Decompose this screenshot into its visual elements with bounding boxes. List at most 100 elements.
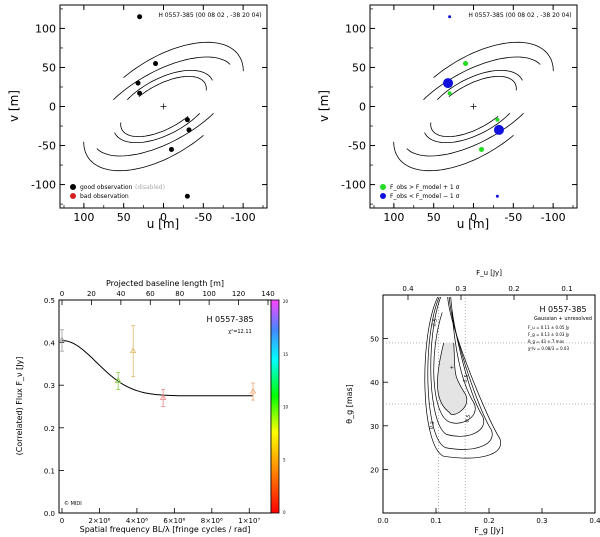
uv-point [153, 61, 159, 67]
chi2-best-fit-marker: + [450, 365, 454, 371]
chi2-legend-line-1: F_u = 0.11 ± 0.05 Jy [528, 325, 570, 330]
chi2-legend-line-4: χ²/ν = 0.08/3 = 0.03 [528, 346, 569, 351]
uv-track [114, 113, 200, 143]
uv-point [463, 61, 469, 67]
flux-model-curve [61, 340, 253, 397]
uv-point [135, 80, 141, 86]
flux-panel-title: H 0557-385 [206, 315, 253, 324]
uv-point [137, 14, 143, 20]
uv-track [120, 115, 189, 137]
flux-x-tick-label: 8×10⁶ [201, 517, 223, 525]
chi2-y-tick-label: 50 [370, 336, 379, 344]
legend-below-model-label: F_obs < F_model − 1 σ [390, 193, 460, 200]
uv-x-tick-label: 50 [427, 211, 441, 224]
chi2-contour-label: 0.3 [428, 421, 436, 430]
flux-panel-chi2: χ²=12.11 [228, 329, 251, 335]
uv-y-tick-label: 0 [49, 101, 56, 114]
flux-y-tick-label: 0.1 [44, 467, 55, 475]
flux-top-tick-label: 0 [60, 290, 64, 298]
flux-colorbar-label: 20 [283, 299, 289, 304]
uv-y-tick-label: 50 [352, 61, 366, 74]
flux-panel-top-axis-label: Projected baseline length [m] [106, 279, 224, 288]
uv-point [137, 90, 143, 96]
uv-track [437, 70, 523, 100]
uv-y-tick-label: -100 [31, 179, 56, 192]
flux-top-tick-label: 40 [116, 290, 125, 298]
chi2-panel-xlabel: F_g [Jy] [474, 526, 504, 535]
flux-data-point [129, 347, 137, 354]
uv-x-tick-label: -100 [231, 211, 256, 224]
uv-point [443, 78, 454, 89]
uv-track [430, 115, 499, 137]
uv-x-tick-label: 100 [73, 211, 94, 224]
uv-x-tick-label: 0 [470, 211, 477, 224]
uv-x-tick-label: -50 [504, 211, 522, 224]
chi2-panel-ylabel: θ_g [mas] [345, 384, 354, 424]
uv-panel-observed-ylabel: v [m] [7, 90, 21, 122]
uv-x-tick-label: -50 [194, 211, 212, 224]
uv-x-tick-label: 100 [383, 211, 404, 224]
uv-track [138, 76, 207, 98]
flux-top-tick-label: 100 [202, 290, 215, 298]
uv-panel-residuals-xlabel: u [m] [457, 217, 489, 231]
flux-y-tick-label: 0.4 [44, 340, 56, 348]
chi2-legend-line-2: F_g = 0.13 ± 0.03 Jy [528, 332, 570, 337]
chi2-x-tick-label: 0.4 [589, 517, 600, 525]
legend-good-label: good observation [80, 184, 133, 191]
uv-panel-residuals-ylabel: v [m] [317, 90, 331, 122]
flux-top-tick-label: 20 [87, 290, 96, 298]
legend-bad-marker [70, 193, 76, 199]
chi2-contour [433, 312, 476, 424]
chi2-contour-label: 2.5 [431, 318, 439, 327]
legend-good-note: (disabled) [135, 184, 165, 191]
flux-top-tick-label: 140 [261, 290, 274, 298]
flux-y-tick-label: 0.3 [44, 382, 55, 390]
flux-top-tick-label: 120 [232, 290, 245, 298]
uv-y-tick-label: -100 [341, 179, 366, 192]
chi2-top-tick-label: 0.3 [455, 285, 466, 293]
flux-x-tick-label: 0 [60, 517, 64, 525]
chi2-contour-label: 1.5 [462, 374, 470, 383]
legend-above-model-label: F_obs > F_model + 1 σ [390, 184, 460, 191]
uv-y-tick-label: 100 [345, 22, 366, 35]
chi2-x-tick-label: 0.2 [483, 517, 494, 525]
uv-track [83, 134, 204, 172]
flux-colorbar-label: 10 [283, 405, 289, 410]
uv-track [96, 113, 214, 157]
flux-colorbar-label: 15 [283, 352, 289, 357]
chi2-top-tick-label: 0.4 [402, 285, 414, 293]
flux-panel-xlabel: Spatial frequency BL/λ [fringe cycles / … [80, 525, 251, 534]
flux-y-tick-label: 0.2 [44, 425, 55, 433]
uv-y-tick-label: 50 [42, 61, 56, 74]
uv-panel-residuals-title: H 0557-385 (00 08 02 , -38 20 04) [468, 12, 571, 19]
legend-above-model-marker [380, 184, 386, 190]
uv-track [406, 113, 524, 157]
flux-y-tick-label: 0.0 [44, 510, 55, 518]
chi2-y-tick-label: 20 [370, 466, 379, 474]
chi2-x-tick-label: 0.0 [377, 517, 388, 525]
uv-panel-observed-title: H 0557-385 (00 08 02 , -38 20 04) [158, 12, 261, 19]
uv-x-tick-label: 0 [160, 211, 167, 224]
chi2-top-tick-label: 0.1 [561, 285, 572, 293]
uv-point [495, 194, 499, 198]
flux-data-point [114, 377, 122, 383]
flux-colorbar-label: 5 [283, 457, 286, 462]
uv-x-tick-label: 50 [117, 211, 131, 224]
uv-point [184, 193, 190, 199]
flux-panel: Projected baseline length [m] Spatial fr… [15, 279, 289, 534]
flux-x-tick-label: 6×10⁶ [163, 517, 185, 525]
uv-y-tick-label: -50 [348, 140, 366, 153]
chi2-x-tick-label: 0.3 [536, 517, 547, 525]
chi2-contour-label: 0.5 [464, 414, 472, 423]
flux-colorbar-label: 0 [283, 510, 286, 515]
chi2-panel-title: H 0557-385 [539, 305, 586, 314]
flux-data-point [58, 336, 66, 343]
flux-data-point [159, 394, 167, 400]
uv-point [447, 91, 452, 96]
chi2-x-tick-label: 0.1 [430, 517, 441, 525]
legend-below-model-marker [380, 193, 386, 199]
uv-track [123, 41, 244, 79]
flux-x-tick-label: 4×10⁶ [126, 517, 148, 525]
uv-panel-residuals: H 0557-385 (00 08 02 , -38 20 04) u [m] … [317, 4, 578, 231]
chi2-panel: F_u [Jy] F_g [Jy] θ_g [mas] H 0557-385 G… [345, 269, 600, 535]
